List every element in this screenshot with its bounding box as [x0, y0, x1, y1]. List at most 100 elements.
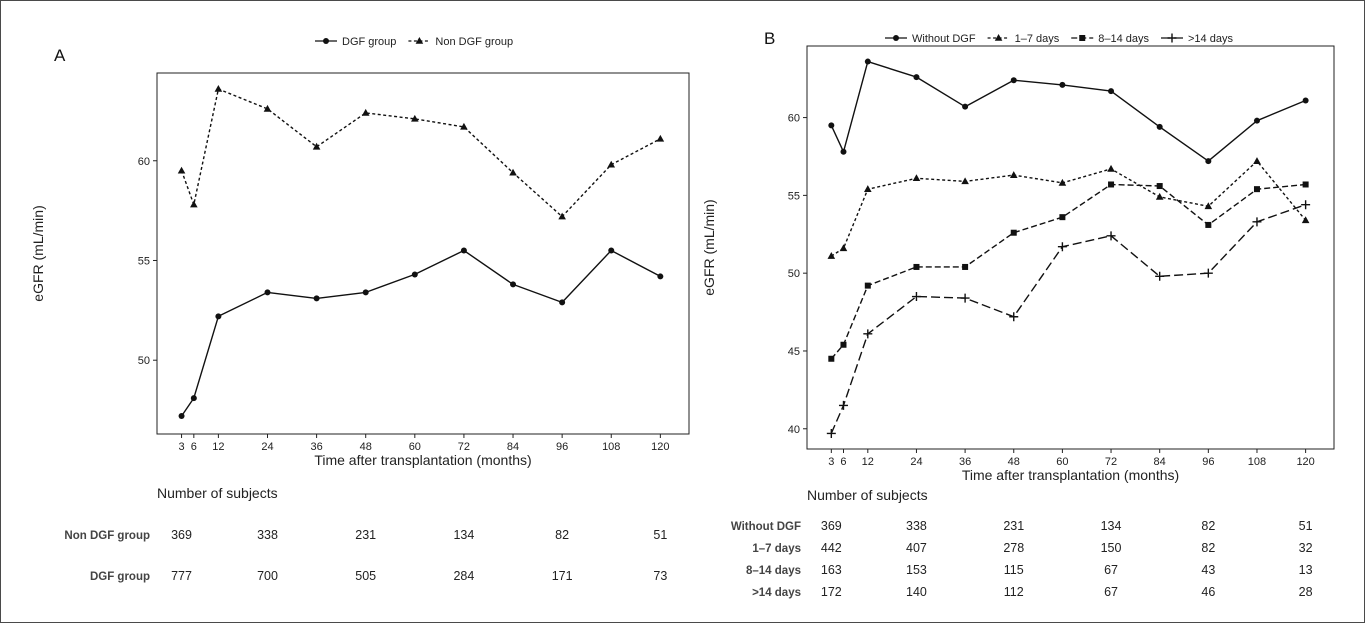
data-point: [911, 292, 921, 302]
legend-marker: [415, 37, 424, 44]
data-point: [913, 263, 920, 270]
table-row: >14 days 172 140 112 67 46 28: [752, 585, 1313, 599]
legend-label: >14 days: [1188, 33, 1233, 45]
y-tick-label: 55: [788, 190, 800, 202]
table-row-label: Non DGF group: [64, 530, 150, 542]
x-axis-title: Time after transplantation (months): [314, 452, 531, 468]
table-cell: 171: [552, 569, 573, 583]
legend-item: Non DGF group: [408, 36, 513, 48]
data-point: [1108, 88, 1115, 95]
data-point: [1107, 164, 1115, 172]
series-line: [830, 60, 1306, 162]
series-line: [830, 183, 1306, 360]
table-row: Without DGF 369 338 231 134 82 51: [731, 519, 1313, 533]
legend-marker: [893, 35, 899, 41]
table-row: DGF group 777 700 505 284 171 73: [90, 569, 667, 583]
data-point: [839, 244, 848, 252]
data-point: [460, 122, 468, 130]
x-tick-label: 36: [310, 441, 322, 453]
series-line: [830, 160, 1307, 257]
table-cell: 73: [653, 569, 667, 583]
legend: DGF group Non DGF group: [315, 36, 513, 48]
series-8-14-days: [828, 181, 1309, 362]
data-point: [312, 142, 321, 150]
table-cell: 407: [906, 541, 927, 555]
legend-item: 1–7 days: [987, 33, 1060, 45]
x-tick-label: 3: [828, 456, 834, 468]
legend-marker: [1167, 33, 1177, 43]
data-point: [1057, 242, 1067, 252]
data-point: [559, 299, 566, 306]
data-point: [214, 84, 223, 92]
y-axis-title: eGFR (mL/min): [701, 199, 717, 295]
data-point: [1009, 312, 1019, 322]
data-point: [1010, 229, 1017, 236]
table-row-label: 8–14 days: [746, 565, 801, 577]
table-cell: 134: [1101, 519, 1122, 533]
panel-b: B3 6 12 24 36 48 60 72 84 96 108 1204045505560Time …: [701, 29, 1335, 599]
data-point: [190, 395, 197, 402]
x-tick-label: 36: [959, 456, 971, 468]
data-point: [178, 413, 185, 420]
table-row: 1–7 days 442 407 278 150 82 32: [752, 541, 1312, 555]
data-point: [912, 174, 921, 182]
table-cell: 442: [821, 541, 842, 555]
table-row-label: >14 days: [752, 587, 801, 599]
x-tick-label: 3: [178, 441, 184, 453]
data-point: [313, 295, 320, 302]
y-tick-label: 45: [788, 346, 800, 358]
legend-marker: [323, 38, 329, 44]
data-point: [656, 134, 665, 142]
table-cell: 172: [821, 585, 842, 599]
legend-item: 8–14 days: [1071, 33, 1149, 45]
x-tick-label: 48: [1008, 456, 1020, 468]
data-point: [960, 293, 970, 303]
data-point: [962, 263, 969, 270]
data-point: [1156, 183, 1163, 190]
data-point: [1009, 171, 1018, 178]
y-tick-label: 60: [138, 156, 150, 168]
data-point: [1059, 214, 1066, 221]
table-cell: 153: [906, 563, 927, 577]
x-tick-label: 120: [651, 441, 669, 453]
data-point: [1156, 123, 1163, 130]
data-point: [190, 200, 198, 208]
table-cell: 278: [1003, 541, 1024, 555]
data-point: [1301, 200, 1311, 210]
data-point: [1203, 268, 1213, 278]
data-point: [1252, 217, 1262, 227]
data-point: [828, 355, 835, 362]
data-point: [509, 168, 517, 176]
table-cell: 700: [257, 569, 278, 583]
data-point: [263, 104, 272, 112]
x-tick-label: 24: [261, 441, 273, 453]
table-cell: 231: [1003, 519, 1024, 533]
series--14-days: [826, 200, 1311, 438]
table-cell: 82: [1201, 519, 1215, 533]
data-point: [840, 148, 847, 155]
table-row-label: 1–7 days: [752, 543, 801, 555]
series-line: [830, 204, 1306, 434]
legend-marker: [1079, 35, 1086, 41]
data-point: [1204, 202, 1213, 210]
table-cell: 82: [1201, 541, 1215, 555]
data-point: [460, 247, 467, 254]
data-point: [362, 289, 369, 296]
table-title: Number of subjects: [807, 487, 928, 503]
series-line: [180, 88, 661, 218]
table-row: Non DGF group 369 338 231 134 82 51: [64, 528, 667, 542]
data-point: [863, 329, 873, 339]
x-tick-label: 96: [556, 441, 568, 453]
data-point: [1205, 221, 1212, 228]
data-point: [913, 74, 920, 81]
y-tick-label: 50: [138, 355, 150, 367]
table-cell: 115: [1004, 563, 1024, 577]
table-cell: 134: [453, 528, 474, 542]
table-cell: 32: [1299, 541, 1313, 555]
data-point: [828, 122, 835, 129]
x-tick-label: 6: [191, 441, 197, 453]
data-point: [510, 281, 517, 288]
legend-label: 8–14 days: [1098, 33, 1149, 45]
data-point: [864, 58, 871, 65]
data-point: [840, 341, 847, 348]
